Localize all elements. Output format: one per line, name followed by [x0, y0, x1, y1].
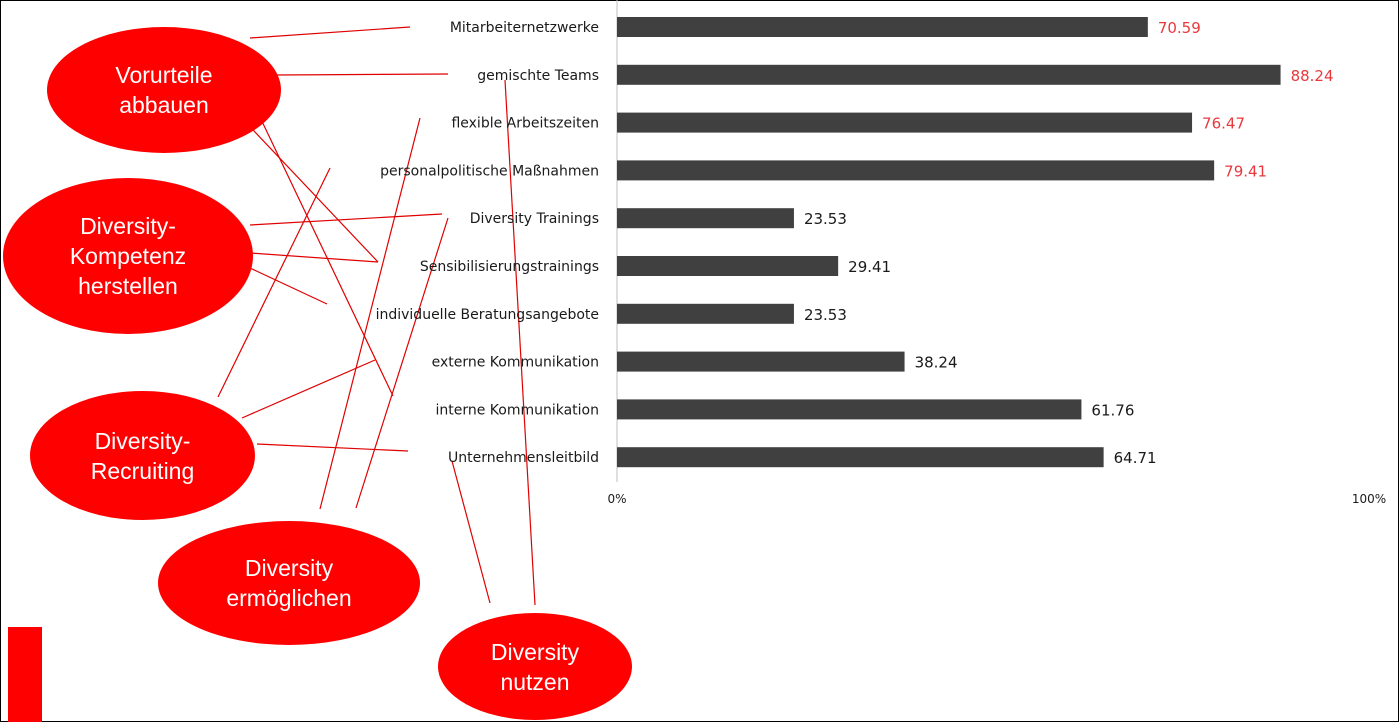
category-label-personalpolitische-massnahmen: personalpolitische Maßnahmen — [380, 163, 599, 179]
connector-line — [249, 252, 379, 263]
bar-diversity-trainings — [617, 208, 794, 229]
bar-flexible-arbeitszeiten — [617, 112, 1193, 133]
category-labels: Mitarbeiternetzwerke gemischte Teams flexi… — [376, 20, 599, 466]
bar-sensibilisierungstrainings — [617, 256, 839, 276]
connector-line — [504, 79, 536, 606]
category-label-diversity-trainings: Diversity Trainings — [470, 211, 599, 227]
bubble-diversity-kompetenz: Diversity- Kompetenz herstellen — [3, 178, 253, 334]
bar-interne-kommunikation — [617, 399, 1082, 420]
connector-line — [217, 167, 331, 398]
bubble-diversity-recruiting: Diversity- Recruiting — [30, 391, 255, 520]
value-label-personalpolitische-massnahmen: 79.41 — [1224, 162, 1267, 180]
category-label-individuelle-beratungsangebote: individuelle Beratungsangebote — [376, 307, 599, 323]
value-labels: 70.59 88.24 76.47 79.41 23.53 29.41 23.53 38.24… — [804, 19, 1334, 467]
connector-line — [241, 359, 376, 419]
category-label-gemischte-teams: gemischte Teams — [477, 68, 599, 84]
category-label-unternehmensleitbild: Unternehmensleitbild — [448, 450, 599, 466]
bar-externe-kommunikation — [617, 351, 905, 372]
value-label-unternehmensleitbild: 64.71 — [1114, 449, 1157, 467]
connector-line — [319, 117, 421, 510]
bubble-vorurteile-abbauen: Vorurteile abbauen — [47, 27, 281, 153]
value-label-externe-kommunikation: 38.24 — [915, 354, 958, 372]
connector-line — [249, 267, 328, 305]
value-label-sensibilisierungstrainings: 29.41 — [848, 258, 891, 276]
value-label-interne-kommunikation: 61.76 — [1091, 401, 1134, 419]
connector-line — [236, 112, 379, 263]
value-label-individuelle-beratungsangebote: 23.53 — [804, 306, 847, 324]
category-label-sensibilisierungstrainings: Sensibilisierungstrainings — [420, 259, 599, 275]
category-label-flexible-arbeitszeiten: flexible Arbeitszeiten — [451, 116, 599, 132]
bar-series — [617, 17, 1281, 468]
x-tick-label-0: 0% — [607, 492, 626, 506]
x-axis-ticks: 0% 100% — [607, 492, 1386, 506]
connector-line — [249, 213, 443, 226]
connector-line — [249, 26, 411, 39]
x-tick-label-1: 100% — [1352, 492, 1386, 506]
value-label-diversity-trainings: 23.53 — [804, 210, 847, 228]
category-label-mitarbeiternetzwerke: Mitarbeiternetzwerke — [450, 20, 599, 36]
value-label-mitarbeiternetzwerke: 70.59 — [1158, 19, 1201, 37]
bar-personalpolitische-massnahmen — [617, 160, 1215, 181]
bubble-diversity-nutzen: Diversity nutzen — [438, 613, 632, 720]
value-label-flexible-arbeitszeiten: 76.47 — [1202, 115, 1245, 133]
connector-line — [276, 73, 449, 76]
connector-line — [451, 460, 491, 604]
bar-gemischte-teams — [617, 64, 1281, 85]
connector-line — [355, 217, 449, 509]
connector-line — [257, 112, 394, 397]
value-label-gemischte-teams: 88.24 — [1291, 67, 1334, 85]
connector-line — [256, 443, 409, 452]
bar-mitarbeiternetzwerke — [617, 17, 1148, 37]
red-accent-bar — [8, 627, 42, 722]
bubble-diversity-ermoeglichen: Diversity ermöglichen — [158, 521, 420, 645]
bar-individuelle-beratungsangebote — [617, 303, 794, 324]
category-label-externe-kommunikation: externe Kommunikation — [432, 355, 599, 371]
connector-lines — [217, 26, 536, 606]
category-label-interne-kommunikation: interne Kommunikation — [435, 402, 599, 418]
bar-unternehmensleitbild — [617, 447, 1104, 468]
